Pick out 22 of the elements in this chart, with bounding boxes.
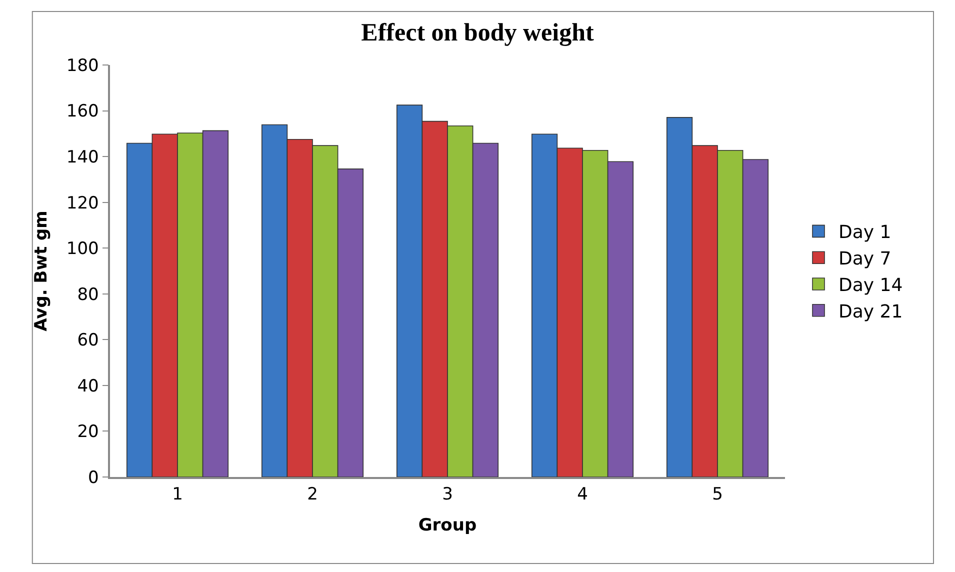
chart-title: Effect on body weight	[361, 19, 594, 46]
y-tick-label: 140	[66, 148, 99, 168]
x-tick-label: 5	[712, 484, 723, 504]
y-tick-label: 40	[77, 376, 99, 396]
x-tick-label: 2	[307, 484, 318, 504]
x-axis-title: Group	[418, 515, 477, 536]
y-tick-label: 180	[66, 56, 99, 76]
y-axis-title: Avg. Bwt gm	[31, 210, 52, 332]
y-tick-label: 120	[66, 193, 99, 214]
y-tick-label: 60	[77, 330, 99, 351]
y-tick-label: 20	[77, 422, 99, 442]
legend-label: Day 1	[838, 222, 892, 244]
y-tick-label: 80	[77, 284, 99, 305]
legend-label: Day 7	[838, 248, 892, 270]
x-tick-label: 4	[577, 484, 588, 504]
x-tick-label: 1	[172, 484, 183, 504]
y-tick-label: 100	[66, 239, 99, 260]
y-tick-label: 160	[66, 102, 99, 122]
legend-label: Day 14	[838, 275, 903, 296]
legend-label: Day 21	[838, 301, 903, 322]
x-tick-label: 3	[442, 484, 453, 504]
y-tick-label: 0	[88, 468, 99, 488]
